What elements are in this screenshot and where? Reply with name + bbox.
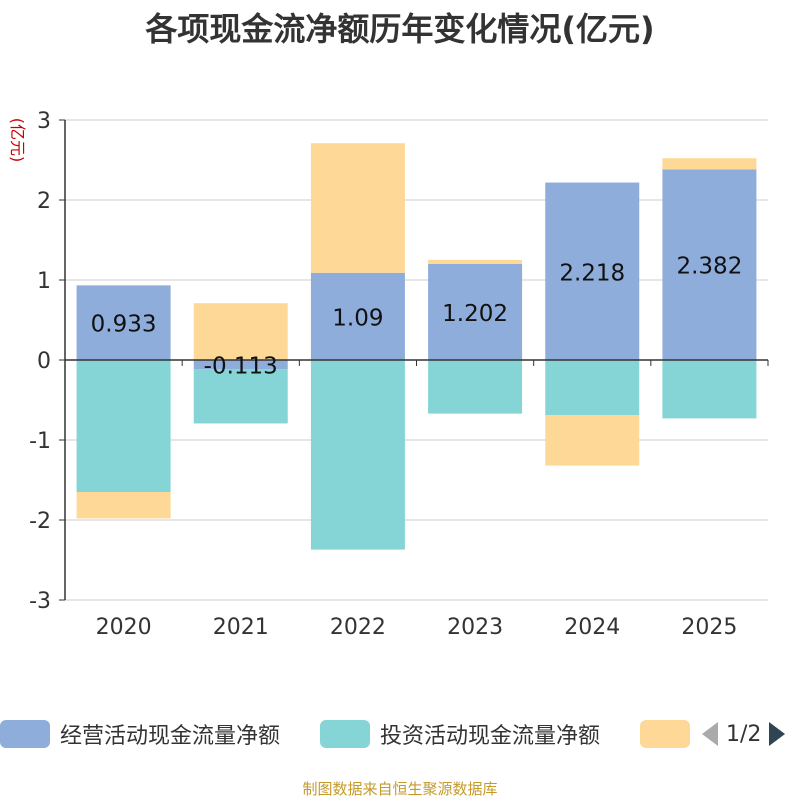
bar-2-2023	[428, 259, 523, 264]
bar-0-2021	[193, 360, 288, 370]
bar-0-2020	[76, 285, 171, 360]
y-tick-label: 3	[37, 109, 51, 134]
bar-0-2022	[310, 272, 405, 360]
bar-1-2022	[310, 360, 405, 550]
bar-2-2021	[193, 303, 288, 360]
legend-item-operating[interactable]: 经营活动现金流量净额	[0, 714, 280, 754]
legend: 经营活动现金流量净额 投资活动现金流量净额	[0, 714, 800, 754]
legend-label-investing: 投资活动现金流量净额	[380, 724, 601, 749]
y-axis-label: (亿元)	[8, 118, 27, 163]
y-tick-label: 1	[37, 269, 51, 294]
data-label: 1.09	[332, 305, 383, 331]
triangle-left-icon[interactable]	[700, 720, 720, 748]
triangle-right-icon[interactable]	[767, 720, 787, 748]
bar-1-2021	[193, 369, 288, 424]
legend-pager: 1/2	[700, 714, 787, 754]
data-label: 2.382	[676, 254, 742, 280]
bar-1-2023	[428, 360, 523, 414]
y-tick-label: -1	[29, 429, 51, 454]
chart-title: 各项现金流净额历年变化情况(亿元)	[145, 10, 655, 48]
legend-swatch-operating	[0, 720, 50, 748]
legend-swatch-investing	[320, 720, 370, 748]
x-tick-label: 2023	[447, 615, 503, 640]
bar-0-2023	[428, 263, 523, 360]
data-label: 1.202	[442, 301, 508, 327]
bar-1-2025	[662, 360, 757, 419]
bar-2-2022	[310, 143, 405, 273]
legend-swatch-financing	[640, 720, 690, 748]
x-tick-label: 2024	[564, 615, 620, 640]
bar-0-2024	[545, 182, 640, 360]
bar-2-2024	[545, 415, 640, 466]
bar-1-2020	[76, 360, 171, 492]
bar-1-2024	[545, 360, 640, 416]
data-label: -0.113	[204, 354, 278, 380]
legend-item-investing[interactable]: 投资活动现金流量净额	[320, 714, 600, 754]
y-tick-label: -3	[29, 589, 51, 614]
legend-item-financing[interactable]	[640, 714, 690, 754]
bar-0-2025	[662, 169, 757, 360]
x-tick-label: 2022	[330, 615, 386, 640]
data-label: 0.933	[91, 312, 157, 338]
legend-page-indicator: 1/2	[726, 721, 762, 747]
x-tick-label: 2025	[681, 615, 737, 640]
y-tick-label: 2	[37, 189, 51, 214]
y-tick-label: 0	[37, 349, 51, 374]
bar-2-2020	[76, 492, 171, 519]
x-tick-label: 2021	[213, 615, 269, 640]
y-tick-label: -2	[29, 509, 51, 534]
x-tick-label: 2020	[96, 615, 152, 640]
legend-label-operating: 经营活动现金流量净额	[60, 724, 281, 749]
bar-2-2025	[662, 158, 757, 170]
stacked-bar-chart: -3 -2 -1 0 1 2 3 (亿元) 2020 2021 2022 2023 2024 2025 0.…	[8, 109, 769, 640]
data-label: 2.218	[559, 260, 625, 286]
data-source-footer: 制图数据来自恒生聚源数据库	[302, 780, 498, 798]
